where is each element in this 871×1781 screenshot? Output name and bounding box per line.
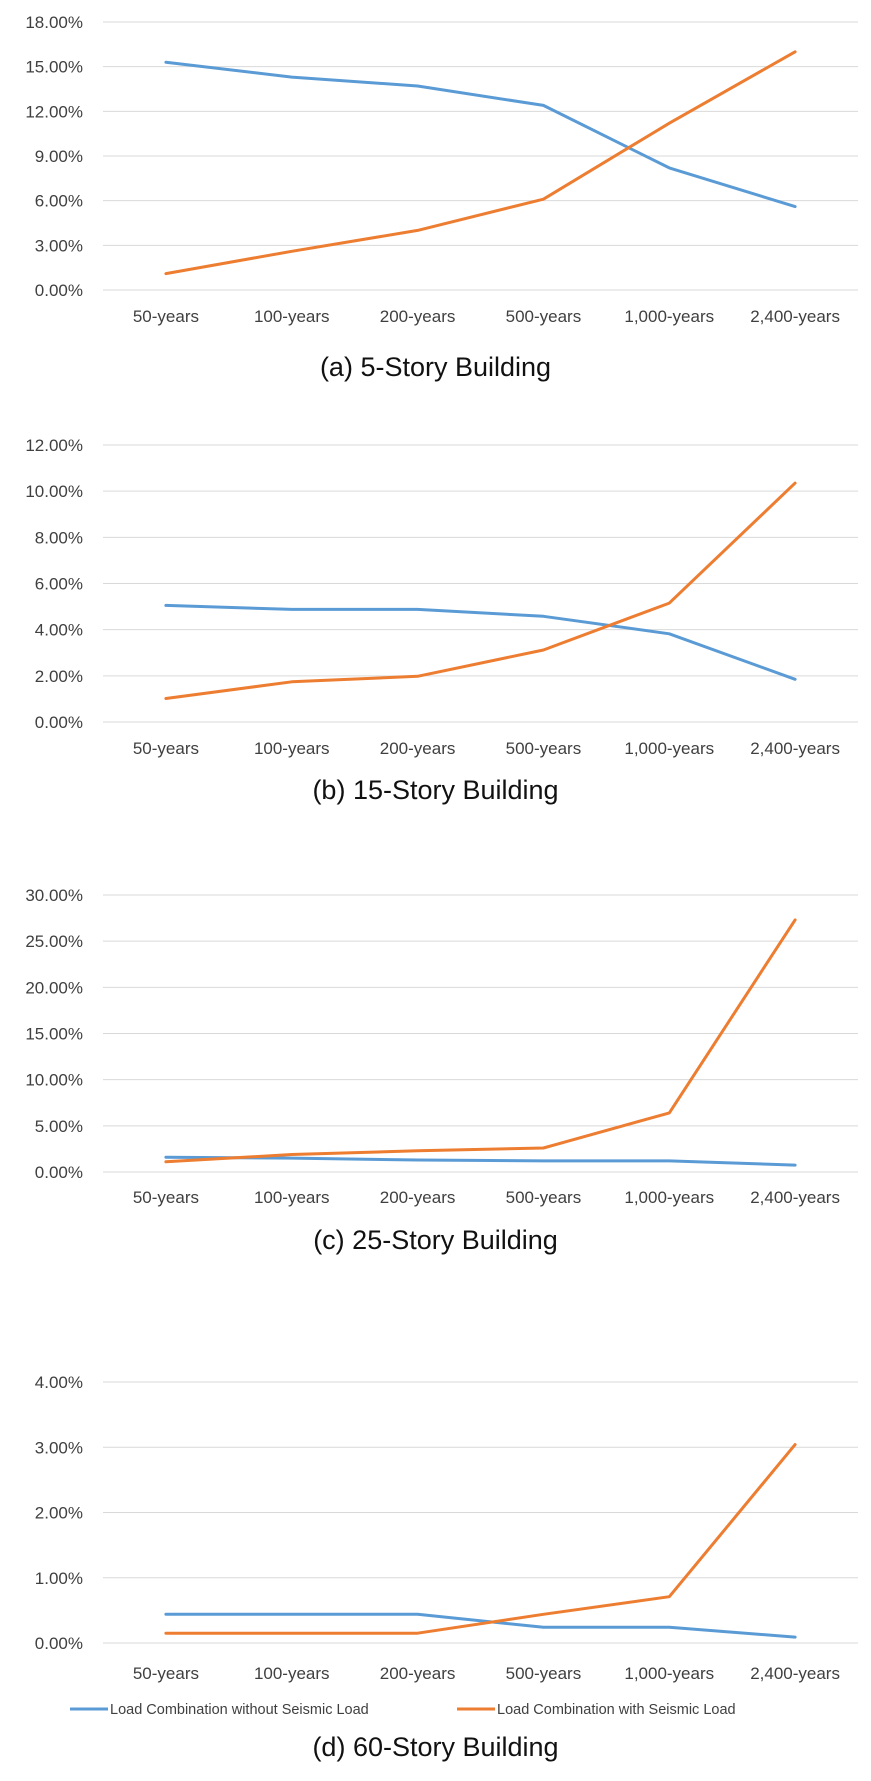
x-tick-label-60-story: 100-years [254,1664,330,1683]
y-tick-label-25-story: 5.00% [35,1117,83,1136]
x-tick-label-15-story: 50-years [133,739,199,758]
x-tick-label-5-story: 1,000-years [624,307,714,326]
y-tick-label-60-story: 2.00% [35,1504,83,1523]
y-tick-label-25-story: 20.00% [25,978,83,997]
x-tick-label-15-story: 500-years [506,739,582,758]
chart-caption-15-story: (b) 15-Story Building [312,775,559,805]
series-line-with-seismic-5-story [164,50,797,276]
x-tick-label-25-story: 100-years [254,1188,330,1207]
y-tick-label-15-story: 6.00% [35,575,83,594]
y-tick-label-5-story: 15.00% [25,58,83,77]
y-tick-label-15-story: 10.00% [25,482,83,501]
series-line-without-seismic-60-story [164,1612,797,1639]
chart-panel-25-story: 0.00% 5.00% 10.00% 15.00% 20.00% 25.00% 30.00%… [0,875,871,1272]
y-tick-label-15-story: 8.00% [35,528,83,547]
x-tick-label-25-story: 2,400-years [750,1188,840,1207]
series-line-with-seismic-25-story [164,918,797,1164]
chart-caption-60-story: (d) 60-Story Building [312,1732,559,1762]
legend-label-60-story: Load Combination with Seismic Load [497,1702,736,1718]
x-tick-label-5-story: 200-years [380,307,456,326]
chart-caption-25-story: (c) 25-Story Building [313,1225,558,1255]
chart-caption-5-story: (a) 5-Story Building [319,352,552,382]
legend-label-60-story: Load Combination without Seismic Load [110,1702,369,1718]
chart-panel-60-story: 0.00% 1.00% 2.00% 3.00% 4.00% 50-years 100-yea… [0,1327,871,1781]
y-tick-label-25-story: 25.00% [25,932,83,951]
x-tick-label-15-story: 2,400-years [750,739,840,758]
x-tick-label-5-story: 50-years [133,307,199,326]
x-tick-label-25-story: 500-years [506,1188,582,1207]
y-tick-label-25-story: 10.00% [25,1071,83,1090]
x-tick-label-25-story: 1,000-years [624,1188,714,1207]
y-tick-label-60-story: 1.00% [35,1569,83,1588]
y-tick-label-5-story: 0.00% [35,281,83,300]
y-tick-label-15-story: 2.00% [35,667,83,686]
y-tick-label-15-story: 12.00% [25,436,83,455]
x-tick-label-60-story: 500-years [506,1664,582,1683]
y-tick-label-5-story: 3.00% [35,236,83,255]
y-tick-label-60-story: 4.00% [35,1373,83,1392]
x-tick-label-15-story: 100-years [254,739,330,758]
y-tick-label-5-story: 12.00% [25,102,83,121]
y-tick-label-5-story: 9.00% [35,147,83,166]
line-chart-15-story: 0.00% 2.00% 4.00% 6.00% 8.00% 10.00% 12.00% 50-… [25,436,858,758]
line-chart-5-story: 0.00% 3.00% 6.00% 9.00% 12.00% 15.00% 18.00% 50… [25,13,858,326]
x-tick-label-60-story: 50-years [133,1664,199,1683]
line-chart-60-story: 0.00% 1.00% 2.00% 3.00% 4.00% 50-years 100-yea… [35,1373,858,1718]
y-tick-label-60-story: 0.00% [35,1634,83,1653]
x-tick-label-60-story: 2,400-years [750,1664,840,1683]
chart-panel-5-story: 0.00% 3.00% 6.00% 9.00% 12.00% 15.00% 18.00% 50… [0,0,871,397]
series-line-without-seismic-25-story [164,1155,797,1167]
x-tick-label-15-story: 1,000-years [624,739,714,758]
series-line-without-seismic-15-story [164,603,797,681]
line-chart-25-story: 0.00% 5.00% 10.00% 15.00% 20.00% 25.00% 30.00%… [25,886,858,1207]
x-tick-label-60-story: 1,000-years [624,1664,714,1683]
series-line-without-seismic-5-story [164,60,797,209]
x-tick-label-5-story: 500-years [506,307,582,326]
y-tick-label-25-story: 30.00% [25,886,83,905]
x-tick-label-5-story: 2,400-years [750,307,840,326]
series-line-with-seismic-60-story [164,1443,797,1635]
x-tick-label-60-story: 200-years [380,1664,456,1683]
y-tick-label-15-story: 4.00% [35,621,83,640]
x-tick-label-5-story: 100-years [254,307,330,326]
y-tick-label-15-story: 0.00% [35,713,83,732]
y-tick-label-60-story: 3.00% [35,1438,83,1457]
chart-panel-15-story: 0.00% 2.00% 4.00% 6.00% 8.00% 10.00% 12.00% 50-… [0,425,871,822]
x-tick-label-25-story: 50-years [133,1188,199,1207]
y-tick-label-5-story: 6.00% [35,192,83,211]
x-tick-label-25-story: 200-years [380,1188,456,1207]
series-line-with-seismic-15-story [164,481,797,700]
y-tick-label-5-story: 18.00% [25,13,83,32]
y-tick-label-25-story: 15.00% [25,1025,83,1044]
y-tick-label-25-story: 0.00% [35,1163,83,1182]
x-tick-label-15-story: 200-years [380,739,456,758]
